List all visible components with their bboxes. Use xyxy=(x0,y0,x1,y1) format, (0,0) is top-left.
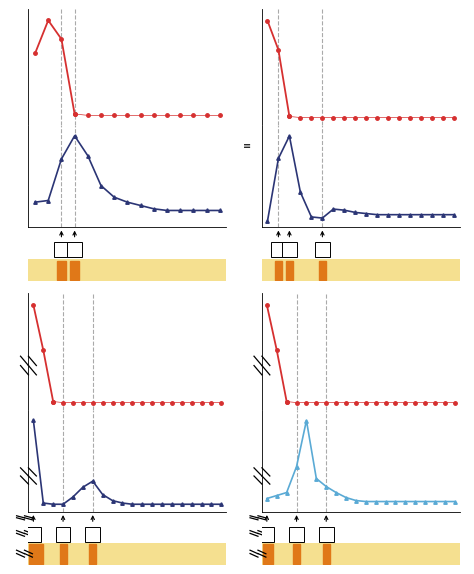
Bar xyxy=(323,544,330,564)
Bar xyxy=(263,544,273,564)
Text: ≡: ≡ xyxy=(243,141,251,151)
Bar xyxy=(271,242,286,257)
Bar xyxy=(26,527,41,542)
Bar xyxy=(70,261,79,280)
Bar xyxy=(57,261,66,280)
Bar xyxy=(60,544,66,564)
Bar xyxy=(89,544,96,564)
Bar xyxy=(29,544,43,564)
Bar xyxy=(55,527,71,542)
Bar xyxy=(293,544,300,564)
Bar xyxy=(274,261,282,280)
Bar xyxy=(259,527,274,542)
Bar xyxy=(319,261,326,280)
Bar xyxy=(54,242,69,257)
Bar xyxy=(67,242,82,257)
Bar xyxy=(315,242,330,257)
Bar xyxy=(85,527,100,542)
Bar xyxy=(282,242,297,257)
Bar xyxy=(289,527,304,542)
Bar xyxy=(319,527,334,542)
Bar xyxy=(285,261,293,280)
